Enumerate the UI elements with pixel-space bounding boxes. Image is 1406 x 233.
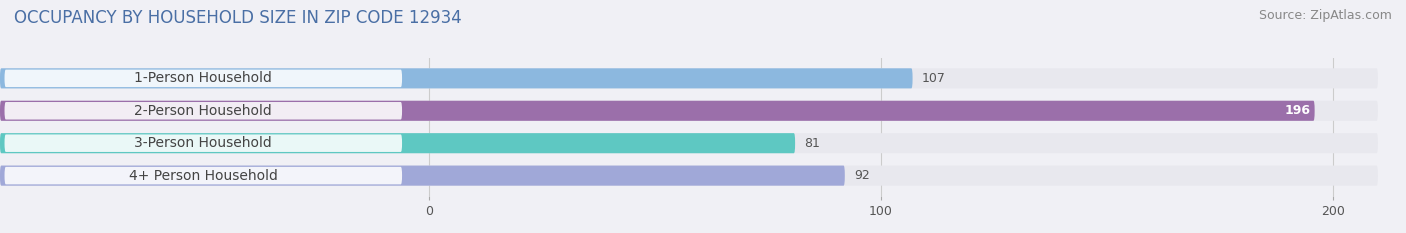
FancyBboxPatch shape — [4, 70, 402, 87]
Text: 4+ Person Household: 4+ Person Household — [129, 169, 278, 183]
FancyBboxPatch shape — [4, 134, 402, 152]
FancyBboxPatch shape — [4, 167, 402, 184]
Text: OCCUPANCY BY HOUSEHOLD SIZE IN ZIP CODE 12934: OCCUPANCY BY HOUSEHOLD SIZE IN ZIP CODE … — [14, 9, 461, 27]
FancyBboxPatch shape — [0, 133, 1378, 153]
FancyBboxPatch shape — [0, 166, 1378, 186]
Text: 81: 81 — [804, 137, 820, 150]
FancyBboxPatch shape — [4, 102, 402, 120]
Text: 1-Person Household: 1-Person Household — [135, 71, 273, 85]
FancyBboxPatch shape — [0, 68, 1378, 88]
FancyBboxPatch shape — [0, 101, 1378, 121]
FancyBboxPatch shape — [0, 68, 912, 88]
Text: 107: 107 — [921, 72, 945, 85]
FancyBboxPatch shape — [0, 133, 796, 153]
Text: 2-Person Household: 2-Person Household — [135, 104, 273, 118]
FancyBboxPatch shape — [0, 166, 845, 186]
Text: 3-Person Household: 3-Person Household — [135, 136, 273, 150]
FancyBboxPatch shape — [0, 101, 1315, 121]
Text: 92: 92 — [853, 169, 869, 182]
Text: Source: ZipAtlas.com: Source: ZipAtlas.com — [1258, 9, 1392, 22]
Text: 196: 196 — [1284, 104, 1310, 117]
